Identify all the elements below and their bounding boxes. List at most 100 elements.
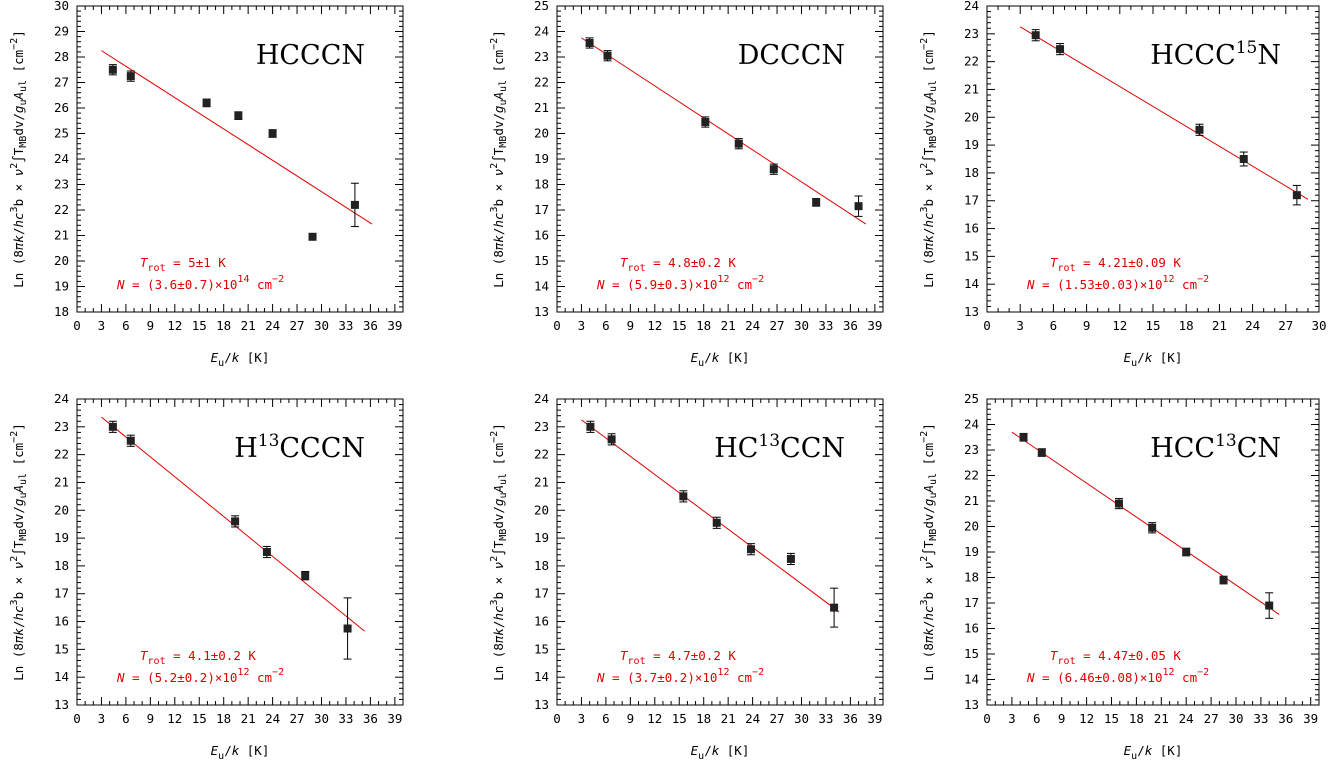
n-value: = (5.2±0.2)×10: [125, 670, 238, 685]
x-tick-label: 18: [696, 318, 711, 333]
y-tick-label: 23: [54, 177, 69, 192]
x-tick-label: 36: [843, 318, 858, 333]
trot-value: = 4.21±0.09 K: [1076, 255, 1182, 270]
ylabel-part: dv/: [11, 113, 26, 136]
ylabel-part: dv/: [921, 506, 936, 529]
molecule-isotope: 15: [1236, 38, 1258, 58]
xlabel-unit: [K]: [1152, 350, 1182, 365]
trot-subscript: rot: [628, 263, 646, 274]
n-exponent: 12: [717, 274, 729, 285]
y-axis-label: Ln (8πk/hc3b × ν2∫TMBdv/guAul [cm−2]: [919, 30, 939, 288]
ylabel-part: ν: [491, 169, 506, 177]
ylabel-part: 3: [489, 599, 500, 605]
x-tick-label: 24: [265, 711, 280, 726]
molecule-label: HCC13CN: [1150, 431, 1281, 464]
n-unit-exponent: −2: [1197, 274, 1209, 285]
x-tick-label: 24: [265, 318, 280, 333]
ylabel-part: Ln (8: [921, 643, 936, 681]
data-point: [812, 198, 821, 207]
x-tick-label: 24: [1179, 711, 1194, 726]
fit-line: [101, 50, 373, 225]
ylabel-part: ul: [18, 473, 29, 485]
y-tick-label: 24: [534, 391, 549, 406]
ylabel-part: [cm: [11, 50, 26, 80]
x-tick-label: 18: [1129, 711, 1144, 726]
ylabel-part: g: [491, 106, 506, 114]
data-point: [202, 98, 211, 107]
x-tick-label: 27: [1204, 711, 1219, 726]
x-tick-label: 18: [216, 318, 231, 333]
xlabel-slash: /: [1137, 350, 1145, 365]
x-tick-label: 21: [721, 318, 736, 333]
x-tick-label: 27: [290, 318, 305, 333]
x-tick-label: 0: [73, 711, 81, 726]
x-tick-label: 21: [1212, 318, 1227, 333]
ylabel-part: hc: [491, 605, 506, 620]
ylabel-part: MB: [18, 529, 29, 541]
data-point: [234, 111, 243, 120]
ylabel-part: [cm: [491, 443, 506, 473]
y-axis-label: Ln (8πk/hc3b × ν2∫TMBdv/guAul [cm−2]: [9, 30, 29, 288]
ylabel-part: b ×: [491, 569, 506, 599]
y-tick-label: 19: [54, 279, 69, 294]
ylabel-part: −2: [9, 38, 20, 50]
ylabel-part: 2: [489, 163, 500, 169]
ylabel-part: 2: [9, 556, 20, 562]
trot-subscript: rot: [1058, 263, 1076, 274]
data-point: [1195, 125, 1204, 134]
ylabel-part: g: [11, 499, 26, 507]
xlabel-unit: [K]: [239, 743, 269, 758]
ylabel-part: −2: [9, 431, 20, 443]
ylabel-part: ∫T: [921, 147, 936, 163]
ylabel-part: ]: [491, 30, 506, 38]
x-tick-label: 39: [387, 711, 402, 726]
data-point: [108, 422, 117, 431]
ylabel-part: /: [491, 621, 506, 629]
y-tick-label: 25: [964, 391, 979, 406]
x-tick-label: 9: [1083, 318, 1091, 333]
data-point: [268, 129, 277, 138]
xlabel-e: E: [691, 350, 699, 365]
y-tick-label: 20: [964, 519, 979, 534]
fit-line: [581, 419, 840, 613]
ylabel-part: u: [498, 100, 509, 106]
ylabel-part: πk: [11, 235, 26, 251]
trot-annotation: Trot = 4.7±0.2 K: [620, 648, 736, 667]
ylabel-part: ]: [921, 30, 936, 38]
molecule-isotope: 13: [758, 431, 780, 451]
x-tick-label: 18: [216, 711, 231, 726]
molecule-label: H13CCCN: [234, 431, 365, 464]
trot-annotation: Trot = 4.47±0.05 K: [1050, 648, 1181, 667]
y-tick-label: 21: [964, 81, 979, 96]
y-tick-label: 18: [54, 304, 69, 319]
data-point: [108, 65, 117, 74]
n-unit-exponent: −2: [752, 667, 764, 678]
x-tick-label: 0: [553, 711, 561, 726]
column-density-annotation: N = (5.9±0.3)×1012 cm−2: [596, 274, 764, 292]
xlabel-slash: /: [224, 350, 232, 365]
y-tick-label: 22: [54, 202, 69, 217]
trot-subscript: rot: [1058, 656, 1076, 667]
data-point: [308, 232, 317, 241]
y-axis-label: Ln (8πk/hc3b × ν2∫TMBdv/guAul [cm−2]: [919, 423, 939, 681]
data-point: [769, 165, 778, 174]
x-tick-label: 36: [1278, 711, 1293, 726]
x-tick-label: 12: [1112, 318, 1127, 333]
data-point: [1037, 448, 1046, 457]
y-tick-label: 20: [54, 253, 69, 268]
xlabel-e: E: [1124, 350, 1132, 365]
n-unit: cm: [729, 670, 752, 685]
x-tick-label: 21: [721, 711, 736, 726]
y-axis-label: Ln (8πk/hc3b × ν2∫TMBdv/guAul [cm−2]: [489, 30, 509, 288]
xlabel-unit: [K]: [1152, 743, 1182, 758]
y-tick-label: 16: [534, 614, 549, 629]
y-tick-label: 18: [964, 165, 979, 180]
x-tick-label: 12: [647, 318, 662, 333]
column-density-annotation: N = (1.53±0.03)×1012 cm−2: [1026, 274, 1209, 292]
y-tick-label: 20: [54, 502, 69, 517]
xlabel-sub: u: [1131, 751, 1137, 762]
x-tick-label: 30: [314, 711, 329, 726]
ylabel-part: ∫T: [491, 540, 506, 556]
y-tick-label: 18: [534, 558, 549, 573]
n-unit: cm: [1175, 670, 1198, 685]
